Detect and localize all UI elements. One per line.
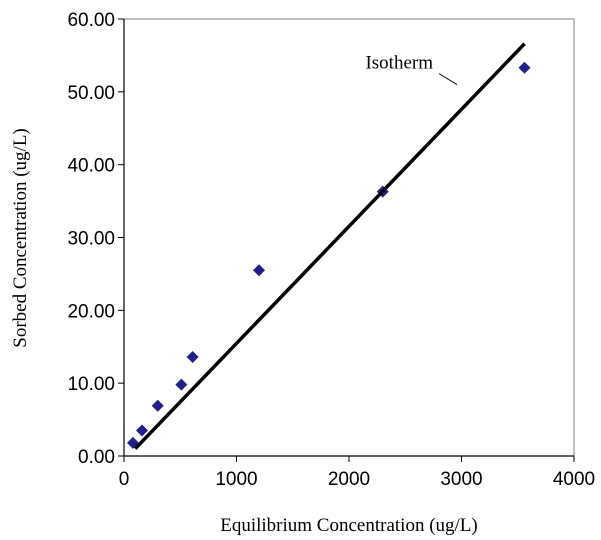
annotation-label: Isotherm: [365, 53, 433, 74]
annotations: Isotherm: [365, 53, 458, 85]
y-tick-label: 30.00: [67, 229, 115, 250]
annotation-leader-line: [438, 73, 458, 85]
y-axis-title: Sorbed Concentration (ug/L): [10, 128, 31, 348]
x-axis: 0 1000 2000 3000 4000: [119, 456, 595, 490]
y-tick-label: 50.00: [67, 83, 115, 104]
data-point: [136, 424, 148, 437]
x-tick-label: 2000: [328, 469, 370, 490]
data-point: [151, 399, 164, 412]
y-tick-label: 10.00: [67, 374, 115, 395]
y-tick-label: 40.00: [67, 156, 115, 177]
data-point: [518, 61, 531, 74]
data-point: [186, 350, 199, 363]
y-tick-label: 60.00: [67, 10, 115, 31]
x-axis-title: Equilibrium Concentration (ug/L): [220, 515, 478, 536]
x-tick-label: 4000: [553, 469, 595, 490]
data-series: [127, 42, 531, 450]
data-point: [175, 378, 188, 391]
isotherm-line: [133, 42, 526, 450]
y-axis: 0.00 10.00 20.00 30.00 40.00 50.00 60.00: [67, 10, 124, 468]
data-point: [253, 264, 265, 277]
y-tick-label: 20.00: [67, 301, 115, 322]
x-tick-label: 1000: [215, 469, 257, 490]
x-tick-label: 3000: [440, 469, 482, 490]
y-tick-label: 0.00: [78, 447, 115, 468]
x-tick-label: 0: [119, 469, 130, 490]
